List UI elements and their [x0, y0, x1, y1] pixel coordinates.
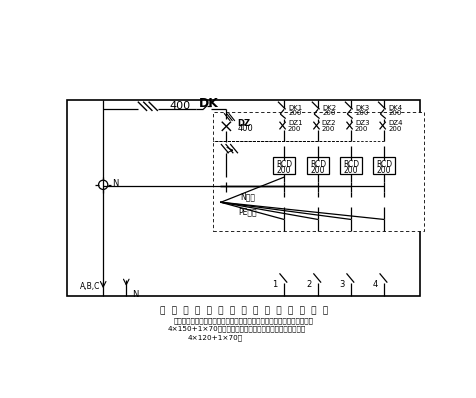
Bar	[339, 157, 361, 174]
Text: 3: 3	[338, 281, 344, 289]
Text: RCD: RCD	[276, 160, 292, 169]
Text: 200: 200	[288, 126, 301, 132]
Text: DZ: DZ	[237, 119, 250, 128]
Text: DZ2: DZ2	[321, 120, 336, 126]
Text: 200: 200	[276, 166, 291, 175]
Text: 200: 200	[322, 110, 335, 116]
Bar	[220, 197, 275, 207]
Text: 200: 200	[355, 110, 368, 116]
Text: RCD: RCD	[309, 160, 326, 169]
Text: 200: 200	[376, 166, 391, 175]
Text: N: N	[131, 290, 138, 298]
Bar	[273, 157, 294, 174]
Text: 200: 200	[388, 110, 401, 116]
Text: N母排: N母排	[240, 192, 255, 201]
Text: RCD: RCD	[342, 160, 358, 169]
Text: 200: 200	[321, 126, 335, 132]
Text: 200: 200	[387, 126, 401, 132]
Bar	[220, 182, 275, 192]
Text: 注：上图为总配电箱前接线图，由电源接入总配电箱的电缆为橡套软电缆: 注：上图为总配电箱前接线图，由电源接入总配电箱的电缆为橡套软电缆	[174, 317, 313, 324]
Text: DZ4: DZ4	[387, 120, 402, 126]
Text: DK3: DK3	[355, 105, 369, 111]
Text: DK1: DK1	[288, 105, 302, 111]
Text: 200: 200	[354, 126, 367, 132]
Bar	[67, 100, 419, 297]
Text: 总  配  电  箱  及  分  路  漏  电  保  护  器  系  统  图: 总 配 电 箱 及 分 路 漏 电 保 护 器 系 统 图	[159, 306, 327, 315]
Text: 4×150+1×70，总配电箱连接各分配箱的电缆为橡套软电缆: 4×150+1×70，总配电箱连接各分配箱的电缆为橡套软电缆	[167, 326, 305, 332]
Text: DZ3: DZ3	[354, 120, 369, 126]
Text: N: N	[112, 179, 119, 188]
Text: 1: 1	[272, 281, 277, 289]
Text: RCD: RCD	[376, 160, 391, 169]
Text: 400: 400	[169, 101, 190, 111]
Text: 4: 4	[372, 281, 377, 289]
Text: DK2: DK2	[322, 105, 336, 111]
Text: 200: 200	[343, 166, 357, 175]
Text: 400: 400	[237, 124, 252, 133]
Bar	[373, 157, 394, 174]
Text: DZ1: DZ1	[288, 120, 302, 126]
Bar	[307, 157, 328, 174]
Text: 200: 200	[288, 110, 301, 116]
Text: PE母排: PE母排	[238, 207, 257, 216]
Bar	[212, 112, 423, 231]
Text: DK: DK	[198, 97, 218, 110]
Text: DK4: DK4	[388, 105, 402, 111]
Text: 4×120+1×70。: 4×120+1×70。	[187, 334, 242, 341]
Text: 200: 200	[310, 166, 325, 175]
Text: 2: 2	[306, 281, 311, 289]
Text: A,B,C: A,B,C	[79, 282, 100, 291]
